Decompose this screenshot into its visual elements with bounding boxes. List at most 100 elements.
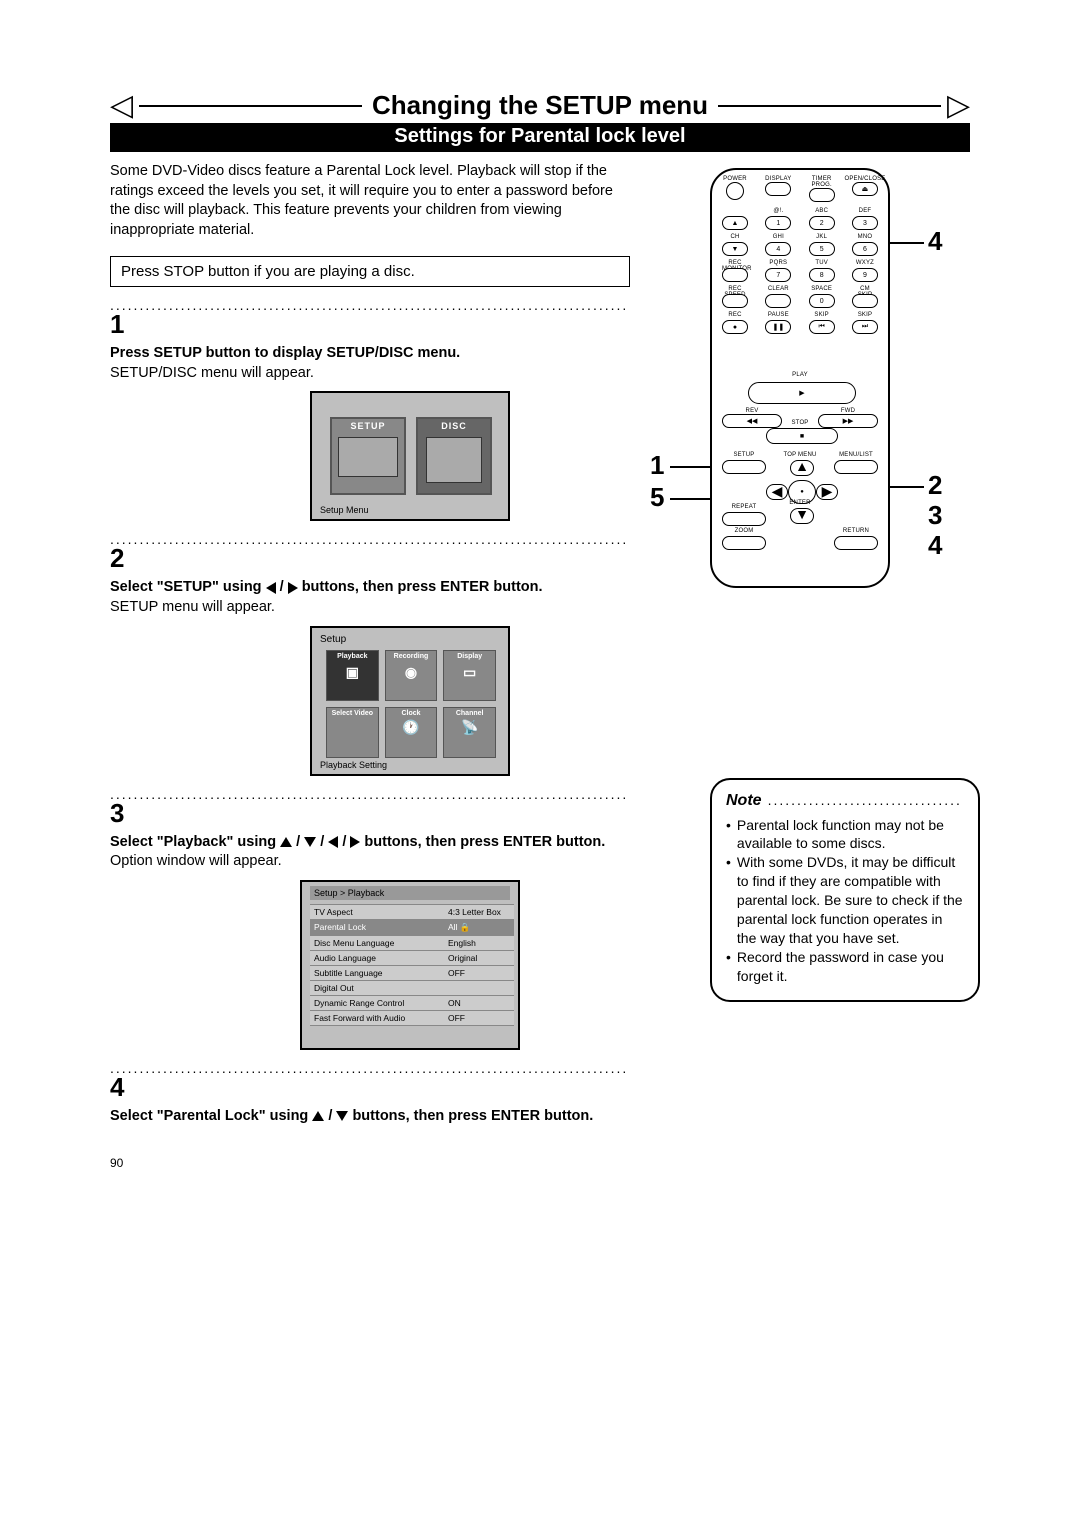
key-0: 0 — [809, 294, 835, 308]
setup-menu-screen: Setup Playback▣ Recording◉ Display▭ Sele… — [310, 626, 510, 776]
key-2: 2 — [809, 216, 835, 230]
manual-page: ◁ Changing the SETUP menu ▷ Settings for… — [0, 0, 1080, 1528]
right-triangle-icon — [350, 836, 360, 848]
note-title: Note — [726, 790, 768, 812]
dpad-left-icon: ◀ — [766, 484, 788, 500]
callout-5-left: 5 — [650, 482, 664, 513]
remote-outline: POWER DISPLAY TIMER PROG. OPEN/CLOSE⏏ @!… — [710, 168, 890, 588]
note-box: Note ................................. P… — [710, 778, 980, 1002]
zoom-button-icon — [722, 536, 766, 550]
step2-post: buttons, then press ENTER button. — [298, 579, 543, 595]
step2-desc: SETUP menu will appear. — [110, 598, 630, 618]
rec-button-icon: ● — [722, 320, 748, 334]
dpad-down-icon: ▼ — [790, 508, 814, 524]
divider-dots: ........................................… — [110, 297, 630, 313]
ch-dn-button-icon: ▼ — [722, 242, 748, 256]
menulist-label: MENU/LIST — [839, 452, 873, 458]
menu-cell-display: Display▭ — [443, 650, 496, 701]
menu-cell-clock: Clock🕐 — [385, 707, 438, 758]
step1-title: Press SETUP button to display SETUP/DISC… — [110, 344, 630, 364]
step3-post: buttons, then press ENTER button. — [360, 834, 605, 850]
timer-button-icon — [809, 188, 835, 202]
open-button-icon: ⏏ — [852, 182, 878, 196]
left-triangle-icon — [266, 582, 276, 594]
timer-label: TIMER PROG. — [809, 176, 835, 188]
key-4: 4 — [765, 242, 791, 256]
dpad-right-icon: ▶ — [816, 484, 838, 500]
play-button-icon: ▶ — [748, 382, 856, 404]
key-8: 8 — [809, 268, 835, 282]
stop-instruction-box: Press STOP button if you are playing a d… — [110, 256, 630, 287]
right-column: POWER DISPLAY TIMER PROG. OPEN/CLOSE⏏ @!… — [630, 162, 970, 1170]
step2-title: Select "SETUP" using / buttons, then pre… — [110, 578, 630, 598]
key-1: 1 — [765, 216, 791, 230]
step4-title: Select "Parental Lock" using / buttons, … — [110, 1107, 630, 1127]
setup-button-icon — [722, 460, 766, 474]
clear-button-icon — [765, 294, 791, 308]
key-3: 3 — [852, 216, 878, 230]
recmon-button-icon — [722, 268, 748, 282]
callout-3-right: 3 — [928, 500, 942, 531]
screen-footer: Setup Menu — [320, 505, 369, 515]
key-7: 7 — [765, 268, 791, 282]
skip-back-button-icon: ⏮ — [809, 320, 835, 334]
step2-pre: Select "SETUP" using — [110, 579, 266, 595]
right-triangle-icon — [288, 582, 298, 594]
pause-button-icon: ❚❚ — [765, 320, 791, 334]
up-triangle-icon — [280, 837, 292, 847]
step-number: 4 — [110, 1072, 630, 1103]
step4-post: buttons, then press ENTER button. — [348, 1108, 593, 1124]
note-item: With some DVDs, it may be difficult to f… — [726, 853, 964, 947]
step-number: 1 — [110, 309, 630, 340]
menu-cell-recording: Recording◉ — [385, 650, 438, 701]
step1-desc: SETUP/DISC menu will appear. — [110, 364, 630, 384]
key-9: 9 — [852, 268, 878, 282]
playback-options-screen: Setup > Playback TV Aspect4:3 Letter Box… — [300, 880, 520, 1050]
cmskip-button-icon — [852, 294, 878, 308]
zoom-label: ZOOM — [735, 528, 754, 534]
note-dots: ................................. — [768, 791, 964, 810]
left-triangle-icon — [328, 836, 338, 848]
setup-label: SETUP — [733, 452, 754, 458]
repeat-button-icon — [722, 512, 766, 526]
repeat-label: REPEAT — [732, 504, 757, 510]
subtitle-bar: Settings for Parental lock level — [110, 123, 970, 152]
right-arrow-icon: ▷ — [947, 91, 970, 121]
step3-pre: Select "Playback" using — [110, 834, 280, 850]
up-triangle-icon — [312, 1111, 324, 1121]
setup-tile-label: SETUP — [332, 421, 404, 431]
ch-up-button-icon: ▲ — [722, 216, 748, 230]
remote-diagram: POWER DISPLAY TIMER PROG. OPEN/CLOSE⏏ @!… — [640, 168, 960, 678]
menu-cell-playback: Playback▣ — [326, 650, 379, 701]
options-table: TV Aspect4:3 Letter Box Parental LockAll… — [310, 904, 514, 1026]
display-button-icon — [765, 182, 791, 196]
screen-header: Setup > Playback — [310, 886, 510, 900]
screen-footer: Playback Setting — [320, 760, 387, 770]
power-button-icon — [726, 182, 744, 200]
callout-4-right: 4 — [928, 530, 942, 561]
step-number: 2 — [110, 543, 630, 574]
recspeed-button-icon — [722, 294, 748, 308]
title-row: ◁ Changing the SETUP menu ▷ — [110, 90, 970, 121]
step4-pre: Select "Parental Lock" using — [110, 1108, 312, 1124]
divider-dots: ........................................… — [110, 786, 630, 802]
dpad: ▲ ▼ ◀ ▶ ● — [770, 460, 834, 524]
return-button-icon — [834, 536, 878, 550]
return-label: RETURN — [843, 528, 869, 534]
setup-disc-screen: SETUP DISC Setup Menu — [310, 391, 510, 521]
key-6: 6 — [852, 242, 878, 256]
callout-1-left: 1 — [650, 450, 664, 481]
enter-button-icon: ● — [788, 480, 816, 504]
menu-cell-channel: Channel📡 — [443, 707, 496, 758]
callout-2-right: 2 — [928, 470, 942, 501]
rec-label: REC — [722, 312, 748, 318]
skip-fwd-button-icon: ⏭ — [852, 320, 878, 334]
down-triangle-icon — [336, 1111, 348, 1121]
steps-column: Some DVD-Video discs feature a Parental … — [110, 162, 630, 1170]
down-triangle-icon — [304, 837, 316, 847]
topmenu-label: TOP MENU — [783, 452, 816, 458]
divider-dots: ........................................… — [110, 531, 630, 547]
menu-cell-selectvideo: Select Video — [326, 707, 379, 758]
menulist-button-icon — [834, 460, 878, 474]
note-item: Record the password in case you forget i… — [726, 948, 964, 986]
